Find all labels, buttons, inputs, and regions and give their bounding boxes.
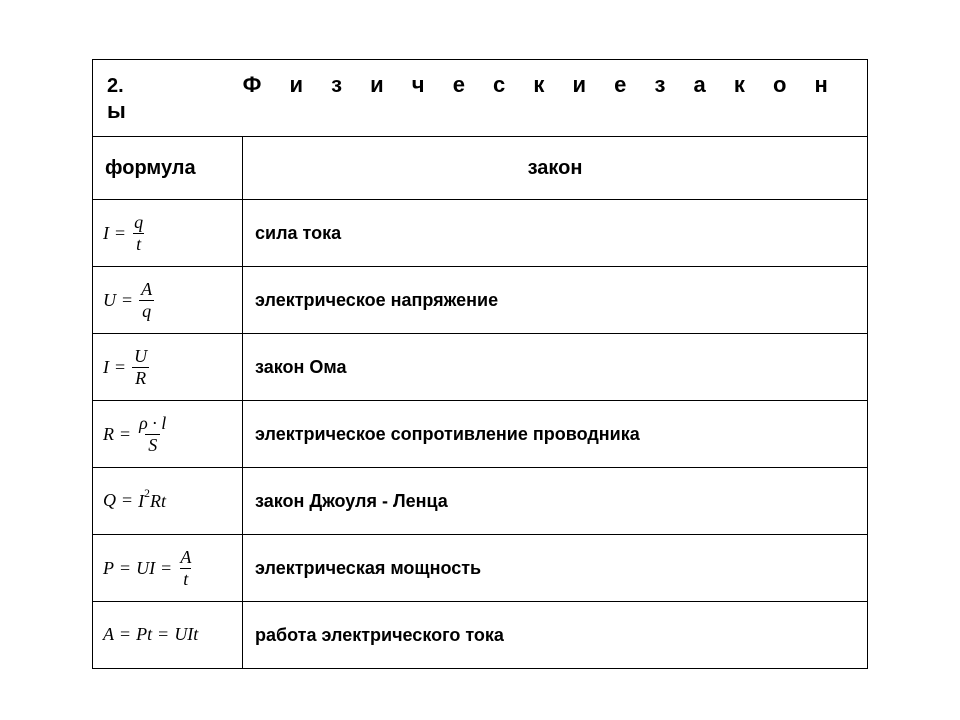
superscript-2: 2 [144, 487, 150, 500]
equals-icon: = [118, 625, 132, 643]
page: 2. Ф и з и ч е с к и е з а к о н ы форму… [0, 0, 960, 720]
fraction-numerator: A [177, 548, 194, 568]
numerator-text: ρ · l [139, 413, 166, 433]
formula-cell: Q = I2Rt [93, 468, 243, 535]
table-row: I = q t сила тока [93, 200, 868, 267]
fraction-numerator: U [131, 347, 150, 367]
formula-cell: P = UI = A t [93, 535, 243, 602]
equals-icon: = [156, 625, 170, 643]
equals-icon: = [159, 559, 173, 577]
fraction: A q [138, 280, 155, 321]
title-cell: 2. Ф и з и ч е с к и е з а к о н ы [93, 60, 868, 137]
fraction-denominator: t [133, 233, 144, 254]
formula-lhs: I [103, 358, 109, 376]
law-cell: электрическое напряжение [243, 267, 868, 334]
fraction-numerator: A [138, 280, 155, 300]
formula: A = Pt = UIt [103, 625, 198, 643]
formula-lhs: I [103, 224, 109, 242]
table-row: I = U R закон Ома [93, 334, 868, 401]
fraction-denominator: t [180, 568, 191, 589]
formula-lhs: U [103, 291, 116, 309]
formula: I = U R [103, 347, 150, 388]
law-cell: работа электрического тока [243, 602, 868, 669]
title-number: 2. [107, 75, 124, 97]
law-cell: закон Джоуля - Ленца [243, 468, 868, 535]
law-cell: электрическая мощность [243, 535, 868, 602]
formula: P = UI = A t [103, 548, 194, 589]
formula-cell: I = q t [93, 200, 243, 267]
table-row: Q = I2Rt закон Джоуля - Ленца [93, 468, 868, 535]
formula-lhs: A [103, 625, 114, 643]
column-header-law: закон [243, 137, 868, 200]
fraction-denominator: S [145, 434, 160, 455]
formula: Q = I2Rt [103, 491, 166, 510]
equals-icon: = [118, 425, 132, 443]
table-row: A = Pt = UIt работа электрического тока [93, 602, 868, 669]
table-row: U = A q электрическое напряжение [93, 267, 868, 334]
equals-icon: = [113, 224, 127, 242]
formula-mid: Pt [136, 625, 152, 643]
title-row: 2. Ф и з и ч е с к и е з а к о н ы [93, 60, 868, 137]
equals-icon: = [120, 491, 134, 509]
formula: I = q t [103, 213, 146, 254]
fraction: U R [131, 347, 150, 388]
table-row: R = ρ · l S электрическое сопротивление … [93, 401, 868, 468]
formula-cell: A = Pt = UIt [93, 602, 243, 669]
fraction-denominator: q [139, 300, 154, 321]
equals-icon: = [113, 358, 127, 376]
formula-cell: U = A q [93, 267, 243, 334]
fraction-numerator: ρ · l [136, 414, 169, 434]
fraction-denominator: R [132, 367, 149, 388]
formula-lhs: Q [103, 491, 116, 509]
formula: R = ρ · l S [103, 414, 169, 455]
table-row: P = UI = A t электрическая мощность [93, 535, 868, 602]
fraction: ρ · l S [136, 414, 169, 455]
formula-cell: I = U R [93, 334, 243, 401]
law-cell: электрическое сопротивление проводника [243, 401, 868, 468]
equals-icon: = [118, 559, 132, 577]
formula-cell: R = ρ · l S [93, 401, 243, 468]
header-row: формула закон [93, 137, 868, 200]
formula-lhs: R [103, 425, 114, 443]
formula: U = A q [103, 280, 155, 321]
law-cell: сила тока [243, 200, 868, 267]
equals-icon: = [120, 291, 134, 309]
formula-rhs: UIt [174, 625, 198, 643]
fraction-numerator: q [131, 213, 146, 233]
title-text: Ф и з и ч е с к и е з а к о н ы [107, 72, 832, 123]
formula-mid: UI [136, 559, 155, 577]
fraction: A t [177, 548, 194, 589]
formula-rhs: I2Rt [138, 491, 166, 510]
column-header-formula: формула [93, 137, 243, 200]
law-cell: закон Ома [243, 334, 868, 401]
physics-laws-table: 2. Ф и з и ч е с к и е з а к о н ы форму… [92, 59, 868, 669]
fraction: q t [131, 213, 146, 254]
formula-lhs: P [103, 559, 114, 577]
